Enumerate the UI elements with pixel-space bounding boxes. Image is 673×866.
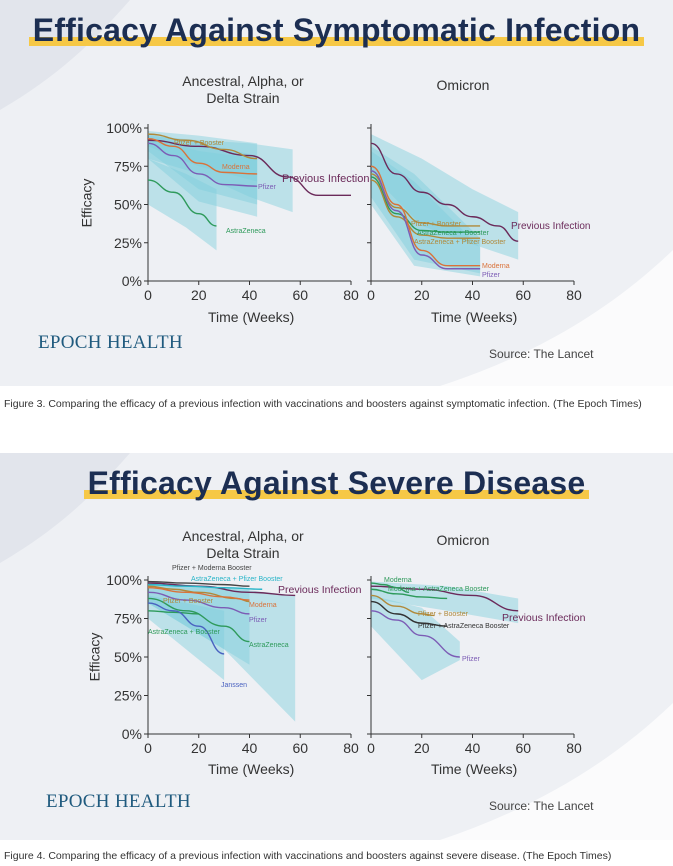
x-tick-label: 60 <box>292 287 308 303</box>
brand-logo: EPOCH HEALTH <box>38 332 183 354</box>
series-label-pfizer-booster: Pfizer + Booster <box>174 140 225 147</box>
series-label-astrazeneca-booster: AstraZeneca + Booster <box>148 629 220 636</box>
x-tick-label: 0 <box>367 740 375 756</box>
series-label-previous-infection: Previous Infection <box>511 221 591 232</box>
source-note: Source: The Lancet <box>489 347 594 361</box>
series-label-astrazeneca: AstraZeneca <box>249 642 289 649</box>
series-label-pfizer-astrazeneca-booster: Pfizer + AstraZeneca Booster <box>418 623 510 630</box>
series-label-moderna: Moderna <box>482 263 510 270</box>
y-tick-label: 25% <box>114 235 142 251</box>
chart-panel-omicron: 0 20 40 60 80 Previous Infection Pfizer + Boos… <box>367 124 591 303</box>
y-tick-label: 75% <box>114 611 142 627</box>
series-label-astrazeneca-pfizer-booster: AstraZeneca + Pfizer Booster <box>191 576 283 583</box>
series-label-pfizer: Pfizer <box>482 272 501 279</box>
x-tick-label: 40 <box>465 287 481 303</box>
x-tick-label: 80 <box>566 287 582 303</box>
x-tick-label: 40 <box>465 740 481 756</box>
series-label-previous-infection: Previous Infection <box>502 612 586 624</box>
series-label-astrazeneca-pfizer-booster: AstraZeneca + Pfizer Booster <box>414 239 506 246</box>
figure-symptomatic-infection: Efficacy Against Symptomatic Infection A… <box>0 0 673 386</box>
series-label-astrazeneca-booster: AstraZeneca + Booster <box>417 230 489 237</box>
y-tick-label: 75% <box>114 158 142 174</box>
y-tick-label: 0% <box>122 273 142 289</box>
y-tick-label: 100% <box>106 572 142 588</box>
series-label-moderna: Moderna <box>249 602 277 609</box>
chart-panel-ancestral-alpha-or-delta-strain: 100% 75% 50% 25% 0%0 20 40 60 80 Previous Infecti… <box>106 120 369 303</box>
x-tick-label: 0 <box>367 287 375 303</box>
chart-panel-ancestral-alpha-or-delta-strain: 100% 75% 50% 25% 0%0 20 40 60 80 Pfizer + Moderna… <box>106 565 361 756</box>
x-tick-label: 80 <box>343 287 359 303</box>
series-label-pfizer-moderna-booster: Pfizer + Moderna Booster <box>172 565 252 572</box>
figure-2-caption: Figure 4. Comparing the efficacy of a pr… <box>4 848 669 864</box>
series-label-pfizer: Pfizer <box>249 617 268 624</box>
x-tick-label: 20 <box>191 740 207 756</box>
y-tick-label: 100% <box>106 120 142 136</box>
series-label-previous-infection: Previous Infection <box>282 173 369 185</box>
x-tick-label: 20 <box>414 287 430 303</box>
series-label-pfizer-booster: Pfizer + Booster <box>418 611 469 618</box>
x-tick-label: 60 <box>515 287 531 303</box>
series-label-moderna-astrazeneca-booster: Moderna + AstraZeneca Booster <box>388 586 490 593</box>
figure-2-title: Efficacy Against Severe Disease <box>0 465 673 502</box>
series-label-moderna: Moderna <box>222 164 250 171</box>
y-tick-label: 25% <box>114 688 142 704</box>
x-tick-label: 20 <box>414 740 430 756</box>
source-note: Source: The Lancet <box>489 799 594 813</box>
x-tick-label: 40 <box>242 287 258 303</box>
figure-severe-disease: Efficacy Against Severe Disease Ancestra… <box>0 453 673 840</box>
series-label-pfizer-booster: Pfizer + Booster <box>411 221 462 228</box>
x-tick-label: 60 <box>515 740 531 756</box>
series-label-moderna: Moderna <box>384 577 412 584</box>
series-label-janssen: Janssen <box>221 682 247 689</box>
y-tick-label: 0% <box>122 726 142 742</box>
series-label-pfizer-booster: Pfizer + Booster <box>163 598 214 605</box>
x-tick-label: 80 <box>566 740 582 756</box>
series-label-previous-infection: Previous Infection <box>278 584 362 596</box>
x-tick-label: 0 <box>144 287 152 303</box>
x-tick-label: 60 <box>292 740 308 756</box>
y-tick-label: 50% <box>114 197 142 213</box>
series-label-pfizer: Pfizer <box>462 656 481 663</box>
x-tick-label: 0 <box>144 740 152 756</box>
brand-logo: EPOCH HEALTH <box>46 791 191 813</box>
chart-panel-omicron: 0 20 40 60 80 Moderna Moderna + AstraZeneca Bo… <box>367 576 586 756</box>
series-label-astrazeneca: AstraZeneca <box>226 228 266 235</box>
y-tick-label: 50% <box>114 649 142 665</box>
figure-1-caption: Figure 3. Comparing the efficacy of a pr… <box>4 396 669 412</box>
x-tick-label: 20 <box>191 287 207 303</box>
figure-1-title: Efficacy Against Symptomatic Infection <box>0 12 673 49</box>
x-tick-label: 40 <box>242 740 258 756</box>
series-label-pfizer: Pfizer <box>258 184 277 191</box>
x-tick-label: 80 <box>343 740 359 756</box>
